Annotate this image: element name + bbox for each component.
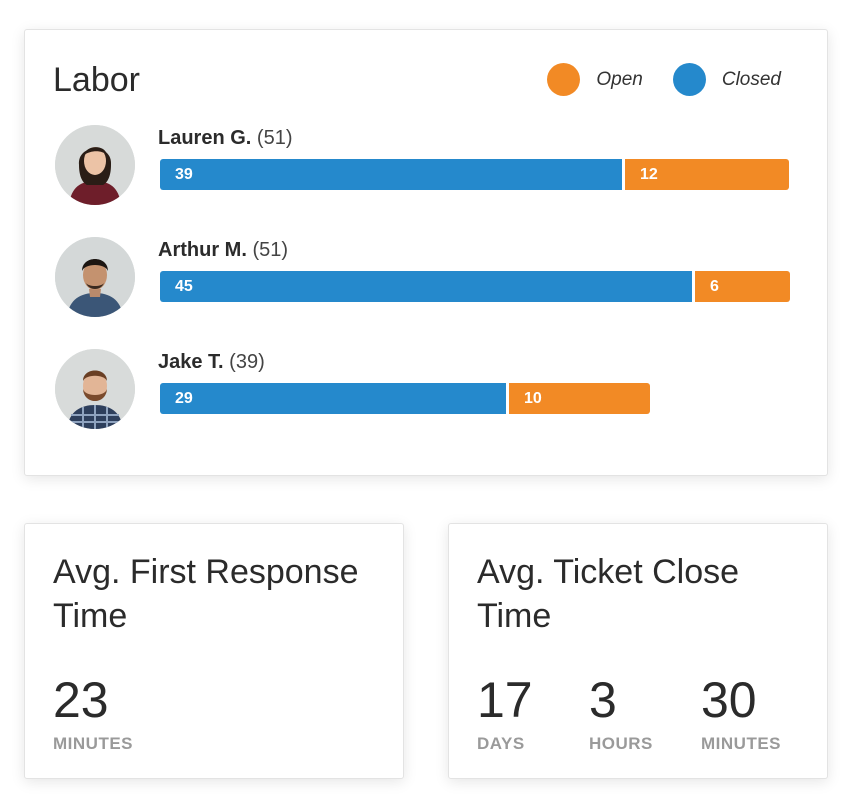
person-name-label: Arthur M. xyxy=(158,239,247,261)
labor-card: Labor Open Closed Lauren G. (51) xyxy=(24,29,828,476)
male-avatar-icon xyxy=(55,237,135,317)
person-name-label: Lauren G. xyxy=(158,127,252,149)
labor-row-jake: Jake T. (39) 29 10 xyxy=(55,349,795,431)
metric-unit: MINUTES xyxy=(701,734,781,753)
avatar xyxy=(55,349,135,429)
labor-title: Labor xyxy=(53,61,140,99)
metric-minutes: 23 MINUTES xyxy=(53,672,133,754)
ticket-close-title: Avg. Ticket Close Time xyxy=(477,553,740,635)
legend-open: Open xyxy=(547,63,643,96)
legend-label-open: Open xyxy=(596,68,643,90)
metric-number: 23 xyxy=(53,672,109,728)
bar-segment-closed: 29 xyxy=(160,383,506,414)
person-total: (51) xyxy=(256,127,293,149)
metric-unit: DAYS xyxy=(477,734,525,753)
person-name: Jake T. (39) xyxy=(158,351,265,374)
bar-segment-open: 10 xyxy=(509,383,650,414)
labor-row-lauren: Lauren G. (51) 39 12 xyxy=(55,125,795,207)
legend-closed: Closed xyxy=(672,63,781,96)
male-avatar-icon xyxy=(55,349,135,429)
person-total: (39) xyxy=(229,351,265,373)
metric-number: 17 xyxy=(477,672,533,728)
metric-unit: MINUTES xyxy=(53,734,133,753)
first-response-values: 23 MINUTES xyxy=(53,672,133,754)
first-response-title: Avg. First Response Time xyxy=(53,553,359,635)
first-response-card: Avg. First Response Time 23 MINUTES xyxy=(24,523,404,779)
metric-minutes: 30 MINUTES xyxy=(701,672,781,754)
legend-dot-open-icon xyxy=(547,63,581,96)
legend-label-closed: Closed xyxy=(721,68,781,90)
person-name: Lauren G. (51) xyxy=(158,127,293,150)
person-name-label: Jake T. xyxy=(158,351,224,373)
bar-segment-closed: 45 xyxy=(160,271,692,302)
ticket-close-card: Avg. Ticket Close Time 17 DAYS 3 HOURS 3… xyxy=(448,523,828,779)
metric-hours: 3 HOURS xyxy=(589,672,701,754)
bar-segment-closed: 39 xyxy=(160,159,622,190)
metric-days: 17 DAYS xyxy=(477,672,589,754)
legend-dot-closed-icon xyxy=(672,63,706,96)
labor-bar: 29 10 xyxy=(160,383,650,414)
metric-number: 3 xyxy=(589,672,617,728)
bar-segment-open: 6 xyxy=(695,271,790,302)
avatar xyxy=(55,237,135,317)
labor-row-arthur: Arthur M. (51) 45 6 xyxy=(55,237,795,319)
ticket-close-values: 17 DAYS 3 HOURS 30 MINUTES xyxy=(477,672,781,754)
metric-number: 30 xyxy=(701,672,757,728)
avatar xyxy=(55,125,135,205)
person-total: (51) xyxy=(252,239,289,261)
labor-bar: 45 6 xyxy=(160,271,790,302)
female-avatar-icon xyxy=(55,125,135,205)
bar-segment-open: 12 xyxy=(625,159,789,190)
person-name: Arthur M. (51) xyxy=(158,239,288,262)
metric-unit: HOURS xyxy=(589,734,653,753)
labor-bar: 39 12 xyxy=(160,159,789,190)
legend: Open Closed xyxy=(517,63,781,96)
